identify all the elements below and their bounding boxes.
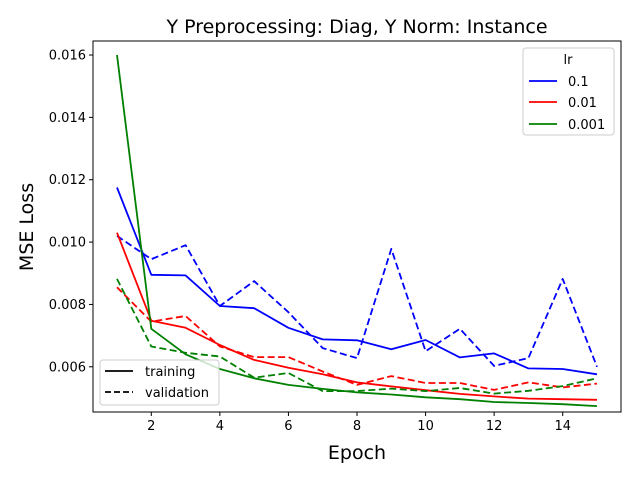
y-tick-label: 0.010 [49, 236, 86, 251]
x-tick-label: 2 [147, 419, 155, 434]
legend-style-label-training: training [145, 365, 195, 380]
x-tick-label: 8 [353, 419, 361, 434]
y-tick-label: 0.014 [49, 111, 86, 126]
x-tick-label: 14 [554, 419, 571, 434]
y-tick-label: 0.008 [49, 298, 86, 313]
legend-lr-box [522, 47, 615, 136]
y-axis: 0.006 0.008 0.010 0.012 0.014 0.016 [49, 49, 93, 375]
y-axis-label: MSE Loss [16, 183, 38, 271]
x-tick-label: 10 [417, 419, 434, 434]
series-line-lr-0_1-training [116, 187, 598, 376]
plot-area [92, 40, 622, 413]
x-tick-label: 6 [284, 419, 292, 434]
y-tick-label: 0.006 [49, 360, 86, 375]
legend-lr-title: lr [564, 53, 574, 68]
legend-lr-label-1: 0.01 [568, 96, 597, 111]
y-tick-label: 0.016 [49, 49, 86, 64]
legend-lr-label-2: 0.001 [568, 118, 605, 133]
x-axis: 2 4 6 8 10 12 14 [147, 412, 571, 434]
x-axis-label: Epoch [328, 442, 386, 464]
chart-title: Y Preprocessing: Diag, Y Norm: Instance [165, 16, 547, 38]
series-line-lr-0_01-training [116, 232, 598, 401]
series-line-lr-0_01-validation [116, 286, 598, 391]
legend-style: training validation [99, 359, 220, 406]
legend-lr: lr 0.1 0.01 0.001 [522, 47, 615, 136]
x-tick-label: 4 [216, 419, 224, 434]
legend-lr-label-0: 0.1 [568, 75, 589, 90]
x-tick-label: 12 [486, 419, 503, 434]
series-line-lr-0_001-validation [116, 278, 598, 395]
series-line-lr-0_001-training [116, 54, 598, 407]
series-layer [116, 54, 598, 407]
y-tick-label: 0.012 [49, 173, 86, 188]
legend-style-label-validation: validation [145, 386, 209, 401]
